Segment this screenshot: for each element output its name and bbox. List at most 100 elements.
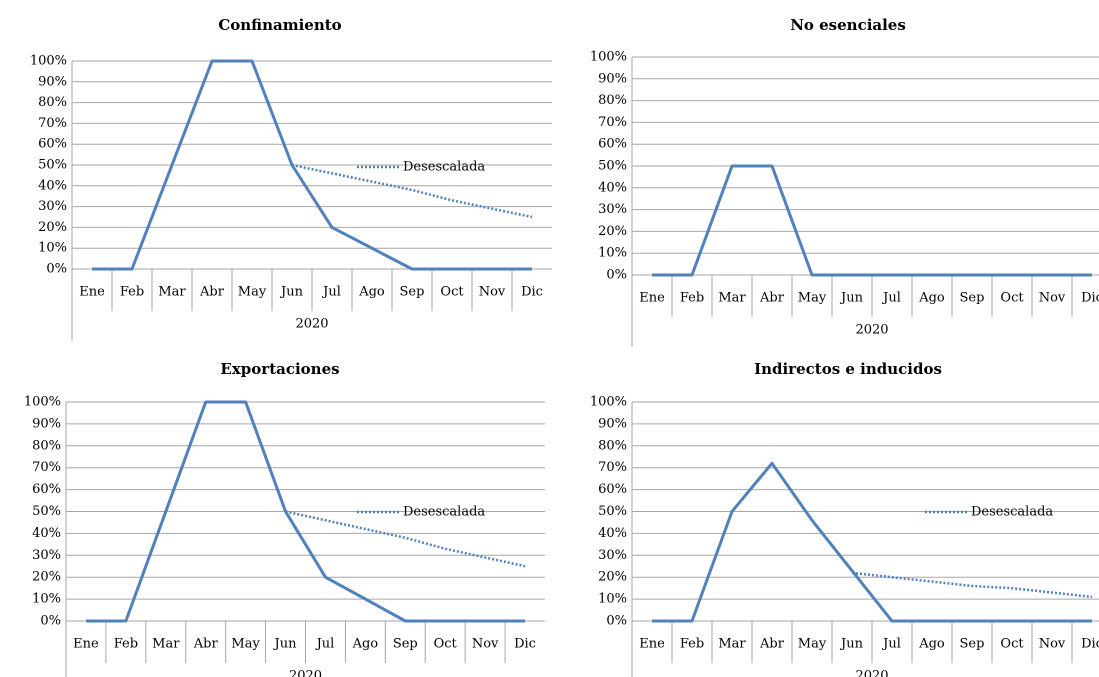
x-tick-label: Ago [918, 637, 945, 652]
y-tick-label: 100% [24, 395, 61, 410]
group-label: 2020 [289, 669, 322, 677]
x-tick-label: Nov [479, 285, 506, 300]
group-label: 2020 [855, 323, 888, 338]
x-tick-label: Nov [1039, 637, 1066, 652]
y-tick-label: 0% [606, 614, 627, 629]
chart-title: Exportaciones [220, 360, 339, 378]
x-tick-label: Feb [680, 291, 704, 306]
x-tick-label: May [238, 285, 267, 300]
y-tick-label: 50% [38, 158, 67, 173]
y-tick-label: 60% [598, 137, 627, 152]
y-tick-label: 90% [38, 74, 67, 89]
x-tick-label: Mar [718, 637, 746, 652]
group-label: 2020 [295, 317, 328, 332]
x-tick-label: Nov [472, 637, 499, 652]
y-tick-label: 0% [40, 614, 61, 629]
y-tick-label: 60% [32, 482, 61, 497]
x-tick-label: Nov [1039, 291, 1066, 306]
x-tick-label: Jun [273, 637, 298, 652]
x-tick-label: Jul [881, 637, 901, 652]
x-tick-label: Sep [960, 291, 985, 306]
y-tick-label: 40% [38, 178, 67, 193]
data-line [85, 400, 526, 623]
data-line [92, 59, 532, 271]
data-line [851, 571, 1093, 599]
y-tick-label: 30% [32, 548, 61, 563]
y-tick-label: 20% [38, 220, 67, 235]
x-tick-label: Ene [79, 285, 105, 300]
y-tick-label: 50% [32, 504, 61, 519]
x-tick-label: Oct [440, 285, 464, 300]
chart: Confinamiento 0% 10% 20% 30% 40% 50% 60% 70% 80% 9… [30, 16, 552, 341]
y-tick-label: 0% [606, 268, 627, 283]
y-tick-label: 10% [598, 246, 627, 261]
x-tick-label: Ago [352, 637, 379, 652]
x-tick-label: Sep [393, 637, 418, 652]
y-tick-label: 30% [598, 548, 627, 563]
x-tick-label: Jul [315, 637, 335, 652]
y-tick-label: 10% [598, 592, 627, 607]
y-tick-label: 50% [598, 504, 627, 519]
x-tick-label: Jul [321, 285, 341, 300]
data-line [652, 461, 1092, 623]
chart: Indirectos e inducidos 0% 10% 20% 30% 40% 50% 6… [590, 360, 1099, 677]
y-tick-label: 10% [38, 241, 67, 256]
x-tick-label: Dic [521, 285, 543, 300]
x-tick-label: Abr [759, 291, 785, 306]
x-tick-label: Sep [400, 285, 425, 300]
x-tick-label: May [231, 637, 260, 652]
y-tick-label: 90% [598, 416, 627, 431]
data-line [285, 510, 526, 568]
x-tick-label: Ene [639, 637, 665, 652]
y-tick-label: 90% [598, 71, 627, 86]
y-tick-label: 90% [32, 416, 61, 431]
y-tick-label: 40% [598, 180, 627, 195]
y-tick-label: 80% [598, 438, 627, 453]
y-tick-label: 70% [32, 460, 61, 475]
y-tick-label: 20% [32, 570, 61, 585]
y-tick-label: 80% [598, 93, 627, 108]
x-tick-label: Feb [120, 285, 144, 300]
x-tick-label: Ene [73, 637, 99, 652]
y-tick-label: 20% [598, 224, 627, 239]
x-tick-label: Sep [960, 637, 985, 652]
x-tick-label: Feb [680, 637, 704, 652]
x-tick-label: May [798, 291, 827, 306]
x-tick-label: Jul [881, 291, 901, 306]
y-tick-label: 40% [32, 526, 61, 541]
legend-label: Desescalada [403, 160, 485, 175]
x-tick-label: Jun [839, 637, 864, 652]
x-tick-label: Oct [1000, 637, 1024, 652]
y-tick-label: 100% [30, 54, 67, 69]
y-tick-label: 50% [598, 159, 627, 174]
x-tick-label: Oct [434, 637, 458, 652]
data-line [291, 163, 533, 219]
y-tick-label: 10% [32, 592, 61, 607]
chart-title: Indirectos e inducidos [754, 360, 942, 378]
y-tick-label: 80% [38, 95, 67, 110]
y-tick-label: 30% [38, 199, 67, 214]
group-label: 2020 [855, 669, 888, 677]
x-tick-label: Dic [1081, 291, 1099, 306]
x-tick-label: Abr [199, 285, 225, 300]
x-tick-label: Oct [1000, 291, 1024, 306]
chart-title: No esenciales [790, 16, 906, 34]
x-tick-label: Ago [918, 291, 945, 306]
data-line [652, 164, 1092, 277]
y-tick-label: 60% [598, 482, 627, 497]
x-tick-label: Feb [114, 637, 138, 652]
chart: No esenciales 0% 10% 20% 30% 40% 50% 60% 70% 80% 9… [590, 16, 1099, 347]
y-tick-label: 20% [598, 570, 627, 585]
y-tick-label: 70% [598, 460, 627, 475]
x-tick-label: Ago [358, 285, 385, 300]
chart: Exportaciones 0% 10% 20% 30% 40% 50% 60% 70% 80% 9… [24, 360, 545, 677]
x-tick-label: Ene [639, 291, 665, 306]
x-tick-label: May [798, 637, 827, 652]
y-tick-label: 70% [38, 116, 67, 131]
x-tick-label: Abr [193, 637, 219, 652]
legend-label: Desescalada [971, 505, 1053, 520]
y-tick-label: 60% [38, 137, 67, 152]
y-tick-label: 30% [598, 202, 627, 217]
